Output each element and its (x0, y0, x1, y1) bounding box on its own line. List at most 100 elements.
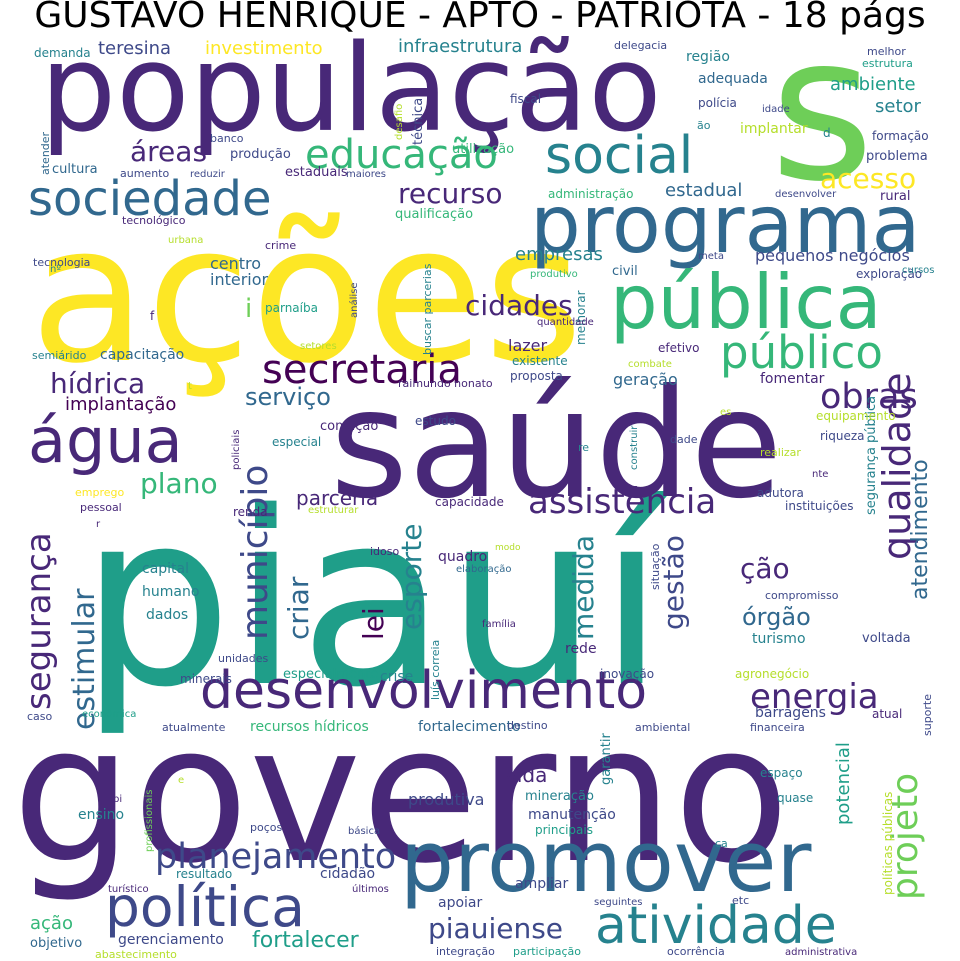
word-banco: banco (210, 132, 244, 145)
word-promover: promover (400, 813, 812, 912)
word-garantir: garantir (599, 733, 614, 785)
word-proposta: proposta (510, 369, 563, 383)
word-fortalecer: fortalecer (252, 928, 359, 953)
word-estudo: estudo (415, 414, 456, 428)
word-r: r (96, 519, 101, 530)
word-financeira: financeira (750, 721, 805, 734)
word-capacitacao: capacitação (100, 347, 185, 363)
word-setor: setor (875, 96, 921, 117)
word-especialmente: especialmente (283, 667, 379, 682)
word-obras: obras (820, 377, 918, 417)
word-utilizacao: utilização (452, 142, 515, 157)
word-desenvolvimento: desenvolvimento (200, 661, 648, 721)
word-interior: interior (210, 270, 269, 289)
word-demanda: demanda (34, 46, 91, 60)
word-implantacao: implantação (65, 394, 177, 415)
word-policia: polícia (698, 96, 737, 110)
word-e: e (178, 775, 185, 786)
word-investimento: investimento (205, 38, 323, 59)
word-governo: governo (12, 684, 790, 905)
word-piauiense: piauiense (428, 912, 564, 945)
word-seguranca: segurança (19, 532, 59, 710)
word-rede: rede (565, 641, 597, 657)
word-cidadao: cidadão (320, 866, 376, 882)
word-implantar: implantar (740, 121, 808, 137)
word-i: i (245, 294, 253, 324)
word-fomentar: fomentar (760, 371, 825, 387)
word-criar: criar (282, 576, 315, 640)
word-atender: atender (39, 131, 52, 175)
word-administrativa: administrativa (785, 947, 858, 958)
word-recursos-hidricos: recursos hídricos (250, 719, 369, 735)
word-basica: básica (348, 826, 381, 837)
word-dade: dade (670, 433, 698, 446)
word-resultado: resultado (176, 867, 233, 881)
word-assistencia: assistência (528, 482, 717, 522)
word-recurso: recurso (398, 177, 503, 210)
word-integracao: integração (436, 945, 495, 958)
word-educacao: educação (305, 132, 498, 178)
word-maiores: maiores (346, 169, 387, 180)
word-adequada: adequada (698, 71, 768, 87)
word-principais: principais (535, 823, 593, 837)
word-acoes: ações (30, 184, 584, 405)
word-estadual: estadual (665, 180, 743, 201)
word-quase: quase (777, 791, 814, 805)
word-combate: combate (628, 359, 672, 370)
word-programa: programa (530, 178, 921, 271)
word-s: s (770, 0, 875, 226)
word-teresina: teresina (98, 38, 172, 59)
word-civil: civil (612, 264, 638, 279)
word-parceria: parceria (296, 486, 379, 510)
word-cursos: cursos (902, 265, 935, 276)
word-politicas-publicas: políticas públicas (881, 791, 895, 895)
word-acesso: acesso (820, 162, 917, 195)
word-familia: família (482, 619, 516, 630)
word-tecnologia: tecnologia (33, 256, 91, 269)
word-exploracao: exploração (856, 267, 923, 281)
word-espaco: espaço (760, 766, 803, 780)
word-produtiva: produtiva (408, 790, 485, 809)
word-re: re (578, 441, 590, 454)
word-social: social (545, 126, 694, 186)
word-problema: problema (866, 149, 928, 164)
word-analise: análise (349, 282, 360, 318)
word-riqueza: riqueza (820, 429, 865, 443)
word-turistico: turístico (108, 884, 149, 895)
word-orgao: órgão (742, 603, 811, 631)
word-elaboracao: elaboração (456, 564, 512, 575)
word-modo: modo (495, 543, 521, 553)
word-barragens: barragens (755, 705, 826, 721)
word-desafio: desafio (394, 103, 405, 140)
word-ensino: ensino (78, 807, 125, 823)
word-participacao: participação (513, 945, 581, 958)
word-tecnica: técnica (411, 97, 426, 145)
word-raimundo-nonato: raimundo nonato (398, 377, 493, 390)
word-infraestrutura: infraestrutura (398, 36, 523, 57)
word-gerenciamento: gerenciamento (118, 932, 224, 948)
word-setores: setores (300, 341, 337, 352)
word-policiais: policiais (231, 429, 242, 470)
word-geracao: geração (613, 370, 678, 389)
word-cloud-title: GUSTAVO HENRIQUE - APTO - PATRIOTA - 18 … (34, 0, 926, 36)
word-qualificacao: qualificação (395, 207, 474, 222)
word-delegacia: delegacia (614, 39, 668, 52)
word-destino: destino (507, 719, 548, 732)
word-especial: especial (272, 435, 322, 449)
word-formacao: formação (872, 129, 929, 143)
word-parnaiba: parnaíba (265, 301, 318, 315)
word-urbana: urbana (168, 235, 204, 246)
word-sociedade: sociedade (28, 171, 272, 227)
word-plano: plano (140, 467, 218, 500)
word-condicao: condição (320, 419, 379, 434)
word-esporte: esporte (395, 523, 428, 630)
word-idade: idade (762, 104, 790, 115)
word-crise: crise (380, 669, 414, 685)
word-n: nº (50, 264, 62, 275)
word-administracao: administração (548, 187, 634, 201)
word-luis-correia: luís correia (429, 639, 442, 700)
word-politica: política (105, 875, 305, 939)
word-cidades: cidades (465, 289, 573, 322)
word-suporte: suporte (921, 693, 934, 736)
